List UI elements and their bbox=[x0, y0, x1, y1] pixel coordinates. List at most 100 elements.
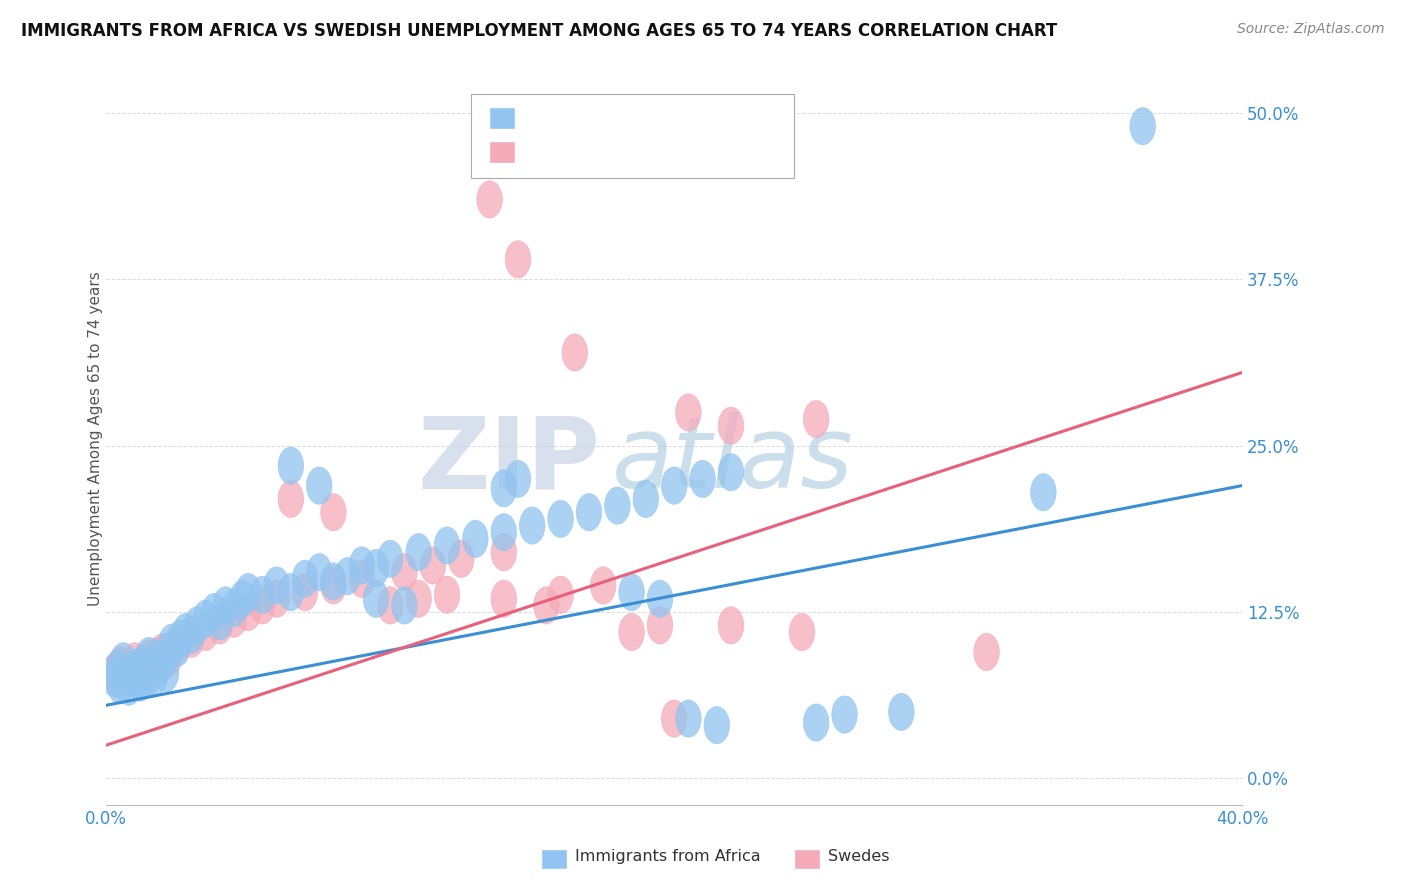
Ellipse shape bbox=[718, 454, 744, 491]
Ellipse shape bbox=[278, 574, 304, 611]
Ellipse shape bbox=[449, 541, 474, 577]
Ellipse shape bbox=[491, 470, 516, 507]
Ellipse shape bbox=[619, 614, 644, 650]
Ellipse shape bbox=[179, 620, 204, 657]
Ellipse shape bbox=[136, 640, 162, 677]
Ellipse shape bbox=[125, 655, 150, 692]
Ellipse shape bbox=[505, 241, 531, 278]
Ellipse shape bbox=[136, 638, 162, 674]
Ellipse shape bbox=[111, 656, 136, 693]
Ellipse shape bbox=[307, 554, 332, 591]
Ellipse shape bbox=[156, 640, 181, 677]
Ellipse shape bbox=[803, 704, 830, 741]
Ellipse shape bbox=[363, 549, 389, 587]
Ellipse shape bbox=[122, 643, 148, 680]
Ellipse shape bbox=[505, 460, 531, 498]
Ellipse shape bbox=[264, 566, 290, 604]
Text: R = 0.426  N = 69: R = 0.426 N = 69 bbox=[526, 105, 690, 123]
Text: ZIP: ZIP bbox=[418, 412, 600, 509]
Ellipse shape bbox=[718, 607, 744, 644]
Ellipse shape bbox=[548, 500, 574, 538]
Ellipse shape bbox=[406, 533, 432, 571]
Ellipse shape bbox=[605, 487, 630, 524]
Text: atlas: atlas bbox=[612, 412, 853, 509]
Ellipse shape bbox=[676, 700, 702, 737]
Ellipse shape bbox=[207, 603, 232, 640]
Ellipse shape bbox=[139, 653, 165, 690]
Ellipse shape bbox=[250, 576, 276, 614]
Ellipse shape bbox=[690, 460, 716, 498]
Ellipse shape bbox=[889, 693, 914, 731]
Ellipse shape bbox=[392, 587, 418, 624]
Ellipse shape bbox=[562, 334, 588, 371]
Ellipse shape bbox=[165, 630, 190, 666]
Ellipse shape bbox=[193, 614, 218, 650]
Ellipse shape bbox=[349, 547, 374, 584]
Ellipse shape bbox=[167, 620, 193, 657]
Ellipse shape bbox=[789, 614, 814, 650]
Ellipse shape bbox=[363, 580, 389, 617]
Ellipse shape bbox=[619, 574, 644, 611]
Ellipse shape bbox=[156, 633, 181, 671]
Ellipse shape bbox=[142, 647, 167, 684]
Ellipse shape bbox=[704, 706, 730, 744]
Ellipse shape bbox=[207, 607, 232, 644]
Ellipse shape bbox=[278, 447, 304, 484]
Y-axis label: Unemployment Among Ages 65 to 74 years: Unemployment Among Ages 65 to 74 years bbox=[87, 272, 103, 607]
Text: Immigrants from Africa: Immigrants from Africa bbox=[575, 849, 761, 863]
Ellipse shape bbox=[235, 574, 262, 611]
Ellipse shape bbox=[307, 467, 332, 504]
Ellipse shape bbox=[420, 547, 446, 584]
Ellipse shape bbox=[221, 600, 247, 638]
Ellipse shape bbox=[377, 541, 404, 577]
Ellipse shape bbox=[212, 587, 238, 624]
Ellipse shape bbox=[229, 580, 256, 617]
Ellipse shape bbox=[111, 643, 136, 680]
Ellipse shape bbox=[321, 563, 346, 600]
Ellipse shape bbox=[491, 580, 516, 617]
Ellipse shape bbox=[235, 593, 262, 631]
Ellipse shape bbox=[103, 660, 128, 698]
Ellipse shape bbox=[434, 527, 460, 564]
Ellipse shape bbox=[105, 650, 131, 688]
Ellipse shape bbox=[108, 666, 134, 704]
Text: Swedes: Swedes bbox=[828, 849, 890, 863]
Ellipse shape bbox=[676, 393, 702, 431]
Ellipse shape bbox=[150, 633, 176, 671]
Text: IMMIGRANTS FROM AFRICA VS SWEDISH UNEMPLOYMENT AMONG AGES 65 TO 74 YEARS CORRELA: IMMIGRANTS FROM AFRICA VS SWEDISH UNEMPL… bbox=[21, 22, 1057, 40]
Ellipse shape bbox=[201, 593, 226, 631]
Ellipse shape bbox=[128, 649, 153, 687]
Ellipse shape bbox=[392, 554, 418, 591]
Ellipse shape bbox=[134, 653, 159, 690]
Ellipse shape bbox=[145, 640, 170, 677]
Ellipse shape bbox=[105, 660, 131, 698]
Ellipse shape bbox=[661, 467, 688, 504]
Ellipse shape bbox=[153, 655, 179, 692]
Ellipse shape bbox=[647, 580, 672, 617]
Ellipse shape bbox=[117, 668, 142, 706]
Ellipse shape bbox=[108, 647, 134, 684]
Ellipse shape bbox=[125, 649, 150, 687]
Ellipse shape bbox=[434, 576, 460, 614]
Ellipse shape bbox=[832, 696, 858, 733]
Ellipse shape bbox=[114, 656, 139, 693]
Ellipse shape bbox=[103, 653, 128, 690]
Ellipse shape bbox=[1031, 474, 1056, 511]
Ellipse shape bbox=[661, 700, 688, 737]
Ellipse shape bbox=[718, 407, 744, 444]
Ellipse shape bbox=[150, 643, 176, 680]
Ellipse shape bbox=[159, 624, 184, 661]
Ellipse shape bbox=[463, 520, 488, 558]
Ellipse shape bbox=[193, 600, 218, 638]
Ellipse shape bbox=[221, 590, 247, 627]
Ellipse shape bbox=[122, 660, 148, 698]
Ellipse shape bbox=[292, 560, 318, 598]
Ellipse shape bbox=[1130, 108, 1156, 145]
Ellipse shape bbox=[292, 574, 318, 611]
Ellipse shape bbox=[117, 650, 142, 688]
Ellipse shape bbox=[148, 647, 173, 684]
Ellipse shape bbox=[120, 658, 145, 696]
Ellipse shape bbox=[633, 480, 658, 517]
Ellipse shape bbox=[349, 560, 374, 598]
Ellipse shape bbox=[377, 587, 404, 624]
